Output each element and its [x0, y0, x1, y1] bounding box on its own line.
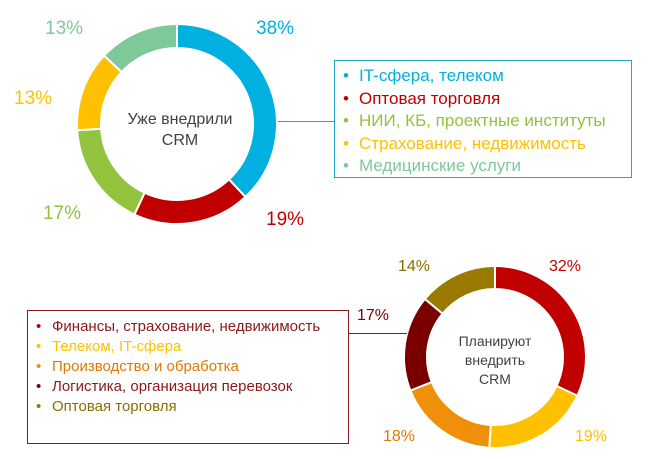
donut1-legend-bullet-1: • — [343, 88, 349, 108]
donut2-legend-bullet-0: • — [36, 318, 42, 335]
donut1-label-insurance: 13% — [14, 88, 53, 109]
donut2-legend-label-1: Телеком, IT-сфера — [52, 338, 182, 355]
donut2-legend-item-0: • Финансы, страхование, недвижимость — [34, 317, 342, 337]
legend2-leader-line — [349, 333, 407, 334]
legend-already-implemented: • IT-сфера, телеком • Оптовая торговля • НИИ,… — [334, 60, 632, 178]
donut2-legend-label-4: Оптовая торговля — [52, 398, 177, 415]
donut2-label-telecom: 19% — [575, 428, 608, 445]
donut2-legend-item-3: • Логистика, организация перевозок — [34, 377, 342, 397]
donut2-legend-label-2: Производство и обработка — [52, 358, 239, 375]
donut1-center-line-1: Уже внедрили — [127, 111, 233, 128]
donut2-label-finance: 32% — [549, 258, 582, 275]
donut2-legend-bullet-1: • — [36, 338, 42, 355]
donut1-label-medical: 13% — [45, 18, 84, 39]
donut1-legend-item-1: • Оптовая торговля — [341, 88, 625, 111]
donut2-slice-3 — [403, 297, 445, 392]
donut1-legend-label-3: Страхование, недвижимость — [359, 133, 586, 153]
donut2-center-line-2: внедрить — [464, 351, 526, 368]
donut2-legend-bullet-3: • — [36, 378, 42, 395]
donut1-legend-bullet-0: • — [343, 66, 349, 85]
donut2-center-label: Планируют внедрить CRM — [440, 332, 550, 389]
donut2-label-logistics: 17% — [357, 307, 390, 324]
donut1-label-wholesale: 19% — [266, 209, 305, 230]
donut2-legend-item-2: • Производство и обработка — [34, 357, 342, 377]
donut1-legend-item-3: • Страхование, недвижимость — [341, 133, 625, 156]
donut1-legend-bullet-3: • — [343, 133, 349, 153]
donut1-legend-item-0: • IT-сфера, телеком — [341, 65, 625, 88]
donut1-slice-4 — [102, 22, 178, 74]
donut1-label-it: 38% — [256, 18, 295, 39]
donut2-slice-1 — [488, 384, 579, 449]
donut1-legend-label-1: Оптовая торговля — [359, 88, 501, 108]
donut2-legend-label-0: Финансы, страхование, недвижимость — [52, 318, 321, 335]
donut2-legend-item-4: • Оптовая торговля — [34, 397, 342, 417]
donut2-center-line-1: Планируют — [458, 333, 532, 349]
donut1-legend-label-2: НИИ, КБ, проектные институты — [359, 111, 606, 130]
legend-planning-to-implement: • Финансы, страхование, недвижимость • Теле… — [27, 310, 349, 444]
donut1-label-research: 17% — [43, 203, 82, 224]
donut1-legend-label-0: IT-сфера, телеком — [359, 66, 504, 85]
donut2-legend-bullet-4: • — [36, 398, 42, 415]
donut1-legend-item-2: • НИИ, КБ, проектные институты — [341, 110, 625, 133]
donut2-label-wholesale: 14% — [398, 258, 431, 275]
donut2-legend-bullet-2: • — [36, 358, 42, 375]
donut1-slice-1 — [133, 177, 247, 225]
donut1-center-line-2: CRM — [161, 131, 199, 149]
donut1-center-label: Уже внедрили CRM — [110, 110, 250, 152]
donut2-slice-2 — [409, 380, 492, 449]
donut1-legend-bullet-2: • — [343, 111, 349, 130]
donut2-legend-item-1: • Телеком, IT-сфера — [34, 337, 342, 357]
donut2-legend-label-3: Логистика, организация перевозок — [52, 378, 293, 395]
donut1-legend-label-4: Медицинские услуги — [359, 156, 522, 175]
donut2-center-line-3: CRM — [479, 370, 511, 387]
legend1-leader-line — [278, 121, 334, 122]
donut2-slice-4 — [423, 264, 496, 316]
donut1-legend-bullet-4: • — [343, 156, 349, 175]
donut2-label-production: 18% — [383, 428, 416, 445]
donut1-legend-item-4: • Медицинские услуги — [341, 155, 625, 178]
